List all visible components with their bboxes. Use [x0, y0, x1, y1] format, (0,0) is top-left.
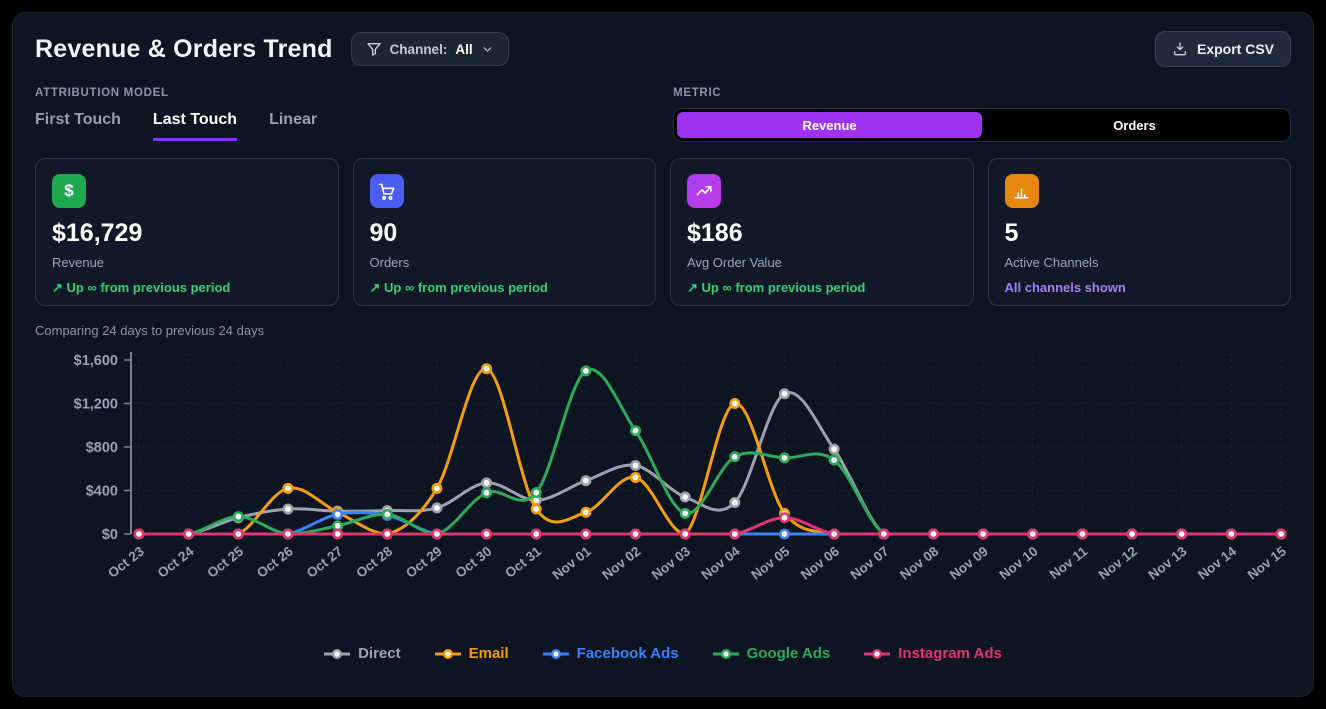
stat-value: $186	[687, 219, 743, 247]
svg-text:Nov 15: Nov 15	[1245, 543, 1290, 582]
attribution-model-label: ATTRIBUTION MODEL	[35, 87, 169, 99]
stat-delta: ↗ Up ∞ from previous period	[369, 280, 548, 295]
metric-toggle: Revenue Orders	[673, 108, 1291, 142]
page-title: Revenue & Orders Trend	[35, 34, 333, 63]
svg-text:Nov 11: Nov 11	[1047, 543, 1091, 582]
stat-cards: $ $16,729 Revenue ↗ Up ∞ from previous p…	[35, 158, 1291, 306]
svg-text:Oct 30: Oct 30	[453, 544, 495, 581]
bar-chart-icon	[1004, 174, 1039, 208]
svg-text:Nov 05: Nov 05	[748, 543, 793, 582]
svg-text:Oct 24: Oct 24	[155, 543, 197, 581]
legend-label: Google Ads	[746, 645, 831, 662]
trend-up-icon	[687, 174, 721, 208]
chart-area: $0 $400 $800 $1,200 $1,600 Oct 23 Oct 24 Oct 25…	[35, 342, 1291, 645]
svg-text:Oct 27: Oct 27	[304, 544, 346, 581]
metric-label: METRIC	[673, 87, 722, 99]
tab-last-touch[interactable]: Last Touch	[152, 111, 238, 141]
chart-series-instagram-ads	[133, 512, 1287, 540]
legend-item-instagram-ads[interactable]: Instagram Ads	[864, 645, 1002, 662]
tab-first-touch[interactable]: First Touch	[35, 111, 121, 128]
svg-text:Nov 03: Nov 03	[649, 543, 694, 582]
controls-row: ATTRIBUTION MODEL First Touch Last Touch…	[35, 87, 1291, 142]
stat-label: Revenue	[52, 255, 105, 270]
svg-text:Oct 29: Oct 29	[403, 544, 445, 581]
legend-item-google-ads[interactable]: Google Ads	[712, 645, 831, 662]
export-csv-label: Export CSV	[1196, 41, 1274, 57]
channel-filter-value: All	[455, 41, 473, 57]
stat-delta: All channels shown	[1004, 280, 1126, 295]
header: Revenue & Orders Trend Channel: All Expo…	[35, 31, 1291, 67]
svg-text:Oct 26: Oct 26	[254, 543, 296, 581]
legend-label: Direct	[358, 645, 401, 662]
stat-delta: ↗ Up ∞ from previous period	[52, 280, 231, 295]
legend-marker-icon	[324, 648, 351, 659]
stat-value: $16,729	[52, 219, 143, 247]
dollar-icon: $	[52, 174, 86, 208]
svg-text:$400: $400	[86, 484, 118, 500]
svg-text:$1,200: $1,200	[74, 397, 118, 413]
export-csv-button[interactable]: Export CSV	[1154, 31, 1291, 67]
svg-text:Nov 01: Nov 01	[550, 543, 595, 582]
svg-text:Nov 14: Nov 14	[1195, 543, 1240, 582]
attribution-tabs: First Touch Last Touch Linear	[35, 111, 673, 141]
metric-option-revenue[interactable]: Revenue	[677, 112, 983, 138]
legend-item-direct[interactable]: Direct	[324, 645, 401, 662]
legend-marker-icon	[712, 648, 739, 659]
chart-series-google-ads	[133, 365, 1287, 540]
comparison-note: Comparing 24 days to previous 24 days	[35, 323, 265, 338]
stat-card-orders: 90 Orders ↗ Up ∞ from previous period	[352, 158, 656, 306]
legend-item-email[interactable]: Email	[434, 645, 509, 662]
svg-text:Oct 31: Oct 31	[502, 543, 544, 581]
stat-card-active-channels: 5 Active Channels All channels shown	[987, 158, 1291, 306]
channel-filter-label: Channel:	[389, 41, 448, 57]
download-icon	[1173, 42, 1186, 56]
stat-delta: ↗ Up ∞ from previous period	[687, 280, 866, 295]
stat-label: Orders	[369, 255, 410, 270]
svg-text:Nov 07: Nov 07	[848, 544, 892, 583]
legend-label: Email	[468, 645, 509, 662]
svg-text:Nov 09: Nov 09	[947, 544, 991, 583]
cart-icon	[369, 174, 404, 208]
stat-label: Avg Order Value	[687, 255, 782, 270]
svg-text:Oct 25: Oct 25	[204, 543, 246, 581]
legend-item-facebook-ads[interactable]: Facebook Ads	[542, 645, 679, 662]
channel-filter-dropdown[interactable]: Channel: All	[350, 32, 509, 66]
svg-text:$0: $0	[102, 527, 118, 543]
stat-card-avg-order-value: $186 Avg Order Value ↗ Up ∞ from previou…	[670, 158, 974, 306]
svg-text:$800: $800	[86, 440, 118, 456]
legend-label: Instagram Ads	[898, 645, 1002, 662]
svg-text:Nov 02: Nov 02	[599, 544, 643, 583]
chart-legend: Direct Email Facebook Ads Google Ads Instagr…	[35, 645, 1291, 662]
stat-value: 90	[369, 219, 398, 247]
chevron-down-icon	[483, 46, 491, 52]
svg-text:Nov 12: Nov 12	[1096, 544, 1140, 583]
funnel-icon	[366, 43, 381, 56]
metric-option-orders[interactable]: Orders	[1113, 117, 1156, 133]
stat-card-revenue: $ $16,729 Revenue ↗ Up ∞ from previous p…	[35, 158, 339, 306]
legend-marker-icon	[864, 648, 891, 659]
revenue-orders-panel: Revenue & Orders Trend Channel: All Expo…	[12, 12, 1314, 697]
tab-linear[interactable]: Linear	[269, 111, 318, 128]
svg-text:Nov 10: Nov 10	[996, 544, 1040, 583]
legend-marker-icon	[542, 648, 569, 659]
legend-label: Facebook Ads	[576, 645, 679, 662]
stat-value: 5	[1004, 219, 1019, 247]
trend-chart[interactable]: $0 $400 $800 $1,200 $1,600 Oct 23 Oct 24 Oct 25…	[35, 342, 1293, 640]
svg-text:Oct 28: Oct 28	[353, 543, 395, 581]
svg-text:$1,600: $1,600	[74, 353, 118, 369]
svg-text:Nov 04: Nov 04	[699, 543, 744, 582]
chart-series-email	[133, 363, 1287, 540]
svg-text:Nov 08: Nov 08	[897, 543, 942, 582]
stat-label: Active Channels	[1004, 255, 1099, 270]
svg-text:Nov 06: Nov 06	[798, 543, 843, 582]
svg-text:Oct 23: Oct 23	[105, 543, 147, 581]
chart-axes: $0 $400 $800 $1,200 $1,600 Oct 23 Oct 24 Oct 25…	[74, 352, 1290, 583]
svg-text:Nov 13: Nov 13	[1145, 543, 1190, 582]
legend-marker-icon	[434, 648, 461, 659]
